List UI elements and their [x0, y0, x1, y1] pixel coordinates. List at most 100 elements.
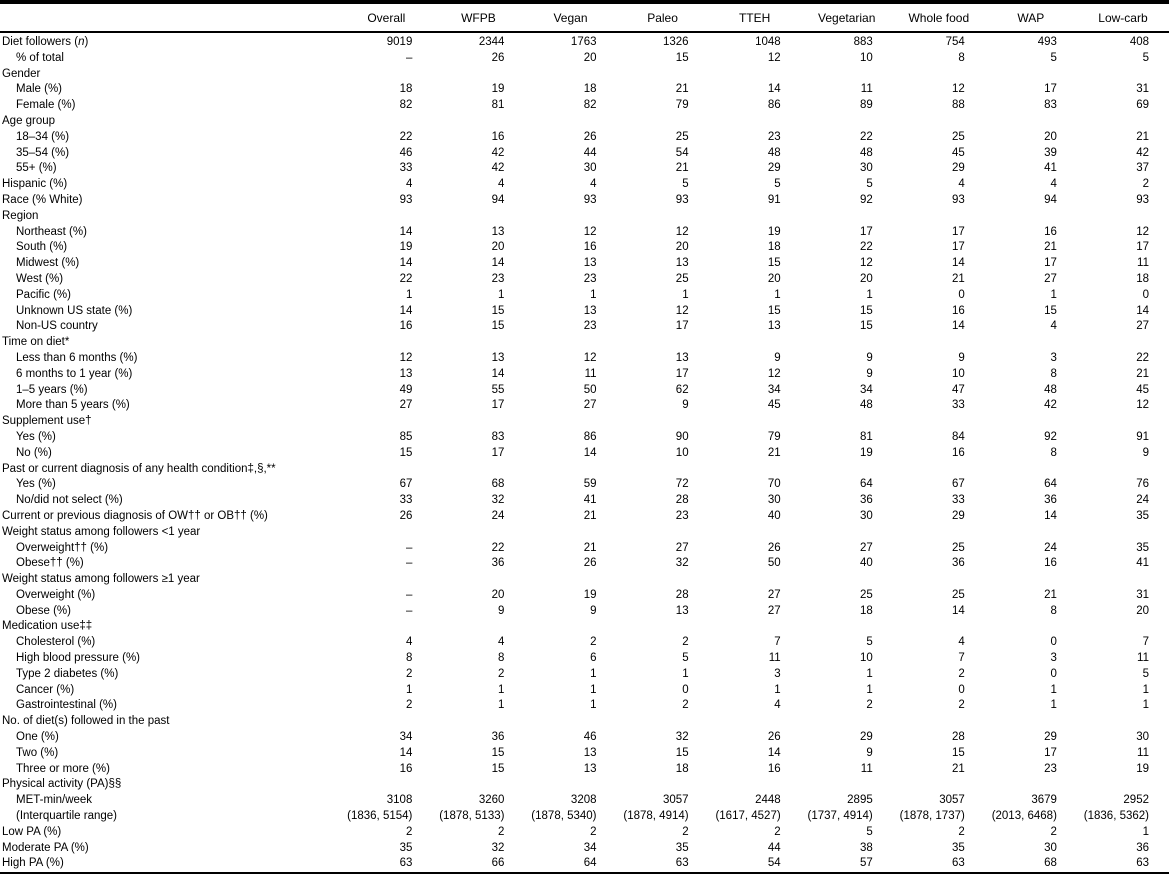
table-cell — [432, 462, 524, 478]
table-cell: 41 — [583, 494, 597, 507]
table-cell: 26 — [491, 51, 505, 64]
table-cell: – — [405, 51, 413, 64]
table-cell: 11 — [1137, 257, 1149, 270]
table-cell: 36 — [491, 557, 505, 570]
table-cell: 30 — [859, 162, 873, 175]
table-cell: 40 — [859, 557, 873, 570]
table-cell: 15 — [952, 746, 965, 759]
table-cell: 18 — [399, 83, 413, 96]
table-cell — [709, 462, 801, 478]
table-cell: 12 — [952, 83, 965, 96]
table-cell: 16 — [583, 241, 597, 254]
table-cell: 13 — [583, 304, 597, 317]
table-cell — [1077, 714, 1169, 730]
table-row: Midwest (%) 14 14 13 13 15 12 14 17 11 — [0, 256, 1169, 272]
table-cell: 13 — [675, 257, 689, 270]
table-cell: 26 — [583, 130, 597, 143]
table-cell: 2 — [958, 699, 965, 712]
row-label: Midwest (%) — [16, 257, 80, 270]
table-row: Less than 6 months (%) 12 13 12 13 9 9 9 3 22 — [0, 351, 1169, 367]
table-cell: 3208 — [570, 794, 597, 807]
table-cell — [709, 414, 801, 430]
row-label: Two (%) — [16, 746, 59, 759]
table-cell — [1077, 525, 1169, 541]
table-cell: 18 — [767, 241, 781, 254]
table-cell: 36 — [491, 731, 505, 744]
table-cell: 9 — [682, 399, 689, 412]
table-cell: 12 — [583, 225, 597, 238]
table-cell: (1617, 4527) — [715, 810, 781, 823]
row-label: Time on diet* — [2, 336, 70, 349]
table-cell: 2 — [405, 699, 413, 712]
table-cell: 0 — [1142, 288, 1149, 301]
table-cell — [985, 414, 1077, 430]
table-row: One (%) 34 36 46 32 26 29 28 29 30 — [0, 730, 1169, 746]
table-cell: 2 — [405, 667, 413, 680]
table-cell: 16 — [1044, 557, 1057, 570]
row-label: 35–54 (%) — [16, 146, 70, 159]
table-row: 55+ (%) 33 42 30 21 29 30 29 41 37 — [0, 161, 1169, 177]
table-cell: 45 — [1136, 383, 1149, 396]
row-label: Yes (%) — [16, 478, 56, 491]
table-cell: 9 — [590, 604, 597, 617]
row-label: Gender — [2, 67, 41, 80]
table-cell: 34 — [767, 383, 781, 396]
table-cell: 67 — [952, 478, 965, 491]
table-cell: (1878, 1737) — [899, 810, 965, 823]
table-cell — [432, 525, 524, 541]
table-cell: 9 — [498, 604, 505, 617]
table-cell: (1878, 4914) — [623, 810, 689, 823]
table-cell: 27 — [675, 541, 689, 554]
table-cell — [340, 714, 432, 730]
table-cell: 33 — [952, 399, 965, 412]
table-cell: 21 — [1044, 588, 1057, 601]
table-cell: 22 — [859, 130, 873, 143]
table-cell: – — [405, 588, 413, 601]
row-label: Three or more (%) — [16, 762, 110, 775]
table-cell: 64 — [1044, 478, 1057, 491]
table-cell: 54 — [767, 857, 781, 870]
table-cell: 2952 — [1123, 794, 1149, 807]
table-cell: 29 — [859, 731, 873, 744]
table-cell: 15 — [675, 746, 689, 759]
table-cell: 21 — [952, 762, 965, 775]
table-cell: 20 — [675, 241, 689, 254]
table-row: Low PA (%) 2 2 2 2 2 5 2 2 1 — [0, 825, 1169, 841]
section-header-row: Medication use‡‡ — [0, 619, 1169, 635]
table-cell: 38 — [859, 841, 873, 854]
table-cell: 32 — [675, 731, 689, 744]
table-cell: 19 — [399, 241, 413, 254]
table-cell: 23 — [491, 272, 505, 285]
row-label: More than 5 years (%) — [16, 399, 130, 412]
table-cell: 90 — [675, 430, 689, 443]
table-cell — [985, 209, 1077, 225]
table-cell — [432, 414, 524, 430]
section-header-row: Time on diet* — [0, 335, 1169, 351]
table-cell: 1 — [405, 288, 413, 301]
table-row: West (%) 22 23 23 25 20 20 21 27 18 — [0, 272, 1169, 288]
table-cell: 5 — [1050, 51, 1057, 64]
table-cell: 21 — [1136, 367, 1149, 380]
table-cell: 5 — [1142, 51, 1149, 64]
column-header: TTEH — [708, 2, 801, 33]
table-cell: 34 — [859, 383, 873, 396]
table-cell: 26 — [767, 541, 781, 554]
table-cell: 3 — [774, 667, 781, 680]
table-cell: 27 — [767, 588, 781, 601]
table-cell: 42 — [491, 146, 505, 159]
table-cell: 12 — [583, 351, 597, 364]
table-cell: 15 — [491, 304, 505, 317]
row-label: Race (% White) — [2, 193, 83, 206]
table-cell: 41 — [1136, 557, 1149, 570]
table-cell: 36 — [859, 494, 873, 507]
table-cell — [709, 114, 801, 130]
column-header: Overall — [340, 2, 433, 33]
table-cell: 4 — [498, 178, 505, 191]
table-cell: 11 — [1137, 746, 1149, 759]
table-cell: 15 — [767, 304, 781, 317]
table-cell: 48 — [859, 399, 873, 412]
table-cell: 1 — [682, 288, 689, 301]
table-cell — [985, 462, 1077, 478]
table-cell: 82 — [583, 99, 597, 112]
table-cell: 8 — [498, 652, 505, 665]
